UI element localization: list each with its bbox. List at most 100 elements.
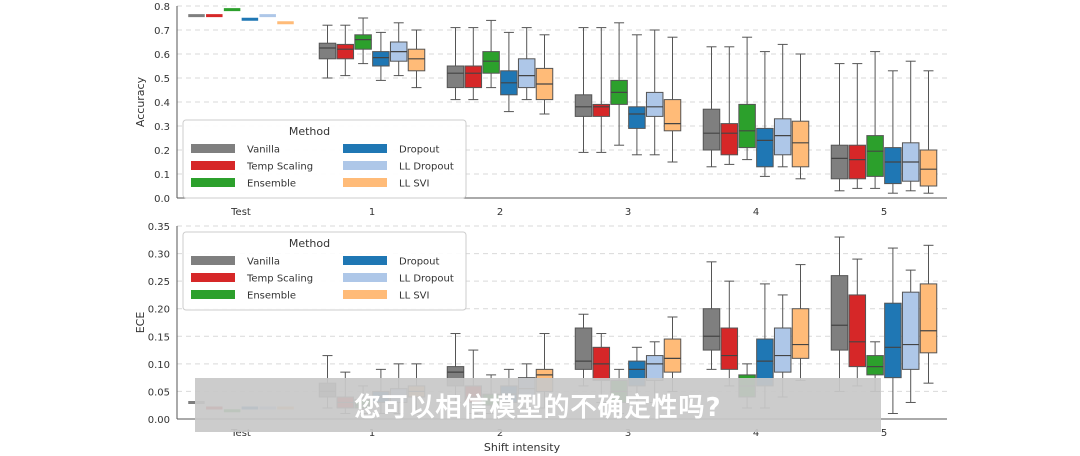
box-ll-svi — [535, 34, 554, 115]
box-ll-svi — [663, 36, 682, 163]
legend-label: LL SVI — [399, 179, 429, 190]
chart-panel-accuracy: 0.0 0.1 0.2 0.3 0.4 0.5 0.6 0.7 0.8 Accuracy Test 1… — [134, 2, 947, 218]
y-tick-label: 0.5 — [154, 74, 170, 85]
box-body — [866, 355, 884, 376]
subtitle-bar: 您可以相信模型的不确定性吗? — [195, 378, 881, 432]
box-dropout — [500, 31, 518, 113]
box-body — [318, 42, 337, 60]
legend-label: Temp Scaling — [246, 162, 313, 173]
legend-title: Method — [289, 237, 330, 250]
box-ll-svi — [663, 316, 682, 392]
box-ensemble — [866, 51, 884, 189]
y-tick-label: 0.8 — [154, 2, 170, 13]
box-vanilla — [574, 27, 593, 153]
box-body — [574, 327, 593, 370]
legend-swatch — [191, 290, 235, 299]
y-tick-label: 0.05 — [148, 387, 170, 398]
x-tick-label: 3 — [625, 207, 631, 218]
box-body — [738, 103, 756, 149]
legend-swatch — [191, 161, 235, 170]
box-ensemble — [610, 22, 628, 146]
box-ll-dropout — [389, 22, 408, 77]
box-body — [517, 58, 536, 89]
legend: Method Vanilla Temp Scaling Ensemble Dropout… — [182, 119, 467, 199]
box-body — [866, 135, 884, 177]
legend-label: Ensemble — [247, 291, 296, 302]
box-body — [756, 127, 774, 168]
x-axis-label: Shift intensity — [484, 441, 561, 454]
legend-label: Vanilla — [247, 145, 280, 156]
box-ll-dropout — [773, 43, 792, 168]
box-body — [720, 327, 739, 370]
box-dropout — [884, 70, 902, 194]
y-tick-label: 0.2 — [154, 146, 170, 157]
box-body — [372, 51, 390, 67]
box-ll-dropout — [517, 27, 536, 101]
box-body — [354, 34, 372, 50]
box-body — [773, 327, 792, 373]
x-tick-label: 1 — [369, 428, 375, 439]
legend-swatch — [343, 161, 387, 170]
y-tick-label: 0.3 — [154, 122, 170, 133]
box-body — [407, 48, 426, 72]
box-body — [919, 283, 938, 354]
box-body — [901, 291, 920, 370]
box-ensemble — [482, 19, 500, 89]
y-tick-label: 0.4 — [154, 98, 170, 109]
legend-swatch — [343, 178, 387, 187]
box-body — [464, 65, 483, 89]
subtitle-text: 您可以相信模型的不确定性吗? — [354, 392, 722, 423]
box-body — [848, 294, 867, 368]
legend-title: Method — [289, 125, 330, 138]
box-body — [628, 106, 646, 129]
box-vanilla — [446, 27, 465, 101]
box-body — [919, 149, 938, 187]
x-tick-label: 5 — [881, 428, 887, 439]
box-body — [702, 108, 721, 151]
legend-label: Dropout — [399, 257, 440, 268]
y-tick-label: 0.7 — [154, 26, 170, 37]
y-tick-label: 0.25 — [148, 277, 170, 288]
box-vanilla — [702, 46, 721, 168]
y-tick-label: 0.00 — [148, 415, 170, 426]
box-ensemble — [738, 36, 756, 161]
box-body — [830, 275, 849, 351]
legend-label: LL Dropout — [399, 274, 454, 285]
box-dropout — [884, 247, 902, 414]
y-axis-label: ECE — [134, 312, 147, 334]
box-ll-svi — [407, 29, 426, 89]
box-body — [848, 144, 867, 180]
box-vanilla — [830, 236, 849, 392]
y-tick-label: 0.1 — [154, 170, 170, 181]
legend-swatch — [343, 273, 387, 282]
box-temp-scaling — [336, 24, 355, 77]
box-body — [482, 51, 500, 74]
legend-swatch — [191, 144, 235, 153]
y-tick-label: 0.15 — [148, 332, 170, 343]
x-tick-label: 4 — [753, 428, 759, 439]
box-body — [773, 118, 792, 156]
box-ll-svi — [791, 53, 810, 180]
box-body — [720, 123, 739, 156]
legend-box — [182, 119, 467, 199]
x-tick-label: 4 — [753, 207, 759, 218]
legend-label: Vanilla — [247, 257, 280, 268]
x-tick-label: 5 — [881, 207, 887, 218]
y-tick-label: 0.0 — [154, 194, 170, 205]
x-tick-label: 1 — [369, 207, 375, 218]
y-tick-label: 0.35 — [148, 222, 170, 233]
box-body — [791, 308, 810, 359]
box-body — [663, 99, 682, 132]
box-ll-svi — [919, 244, 938, 384]
box-body — [884, 302, 902, 379]
box-temp-scaling — [848, 63, 867, 189]
box-body — [791, 120, 810, 168]
legend-label: LL SVI — [399, 291, 429, 302]
y-tick-label: 0.20 — [148, 305, 170, 316]
legend-swatch — [191, 256, 235, 265]
box-temp-scaling — [592, 27, 611, 153]
box-body — [884, 147, 902, 185]
legend-label: LL Dropout — [399, 162, 454, 173]
box-body — [702, 308, 721, 351]
box-dropout — [628, 34, 646, 156]
